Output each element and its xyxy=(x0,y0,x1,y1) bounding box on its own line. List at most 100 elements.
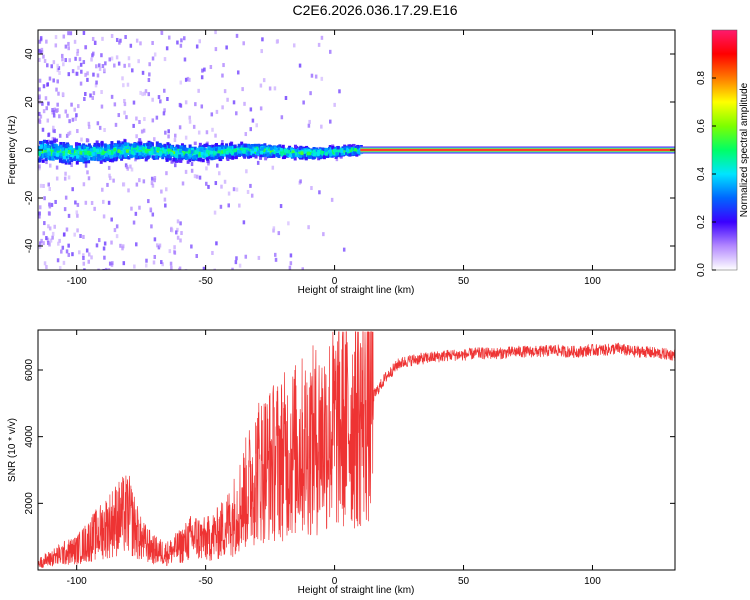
heatmap-cell xyxy=(95,64,98,69)
heatmap-cell xyxy=(207,184,210,189)
heatmap-cell xyxy=(56,258,60,263)
heatmap-cell xyxy=(101,36,104,41)
heatmap-cell xyxy=(108,57,112,62)
heatmap-cell xyxy=(102,156,106,161)
heatmap-cell xyxy=(325,154,329,158)
heatmap-cell xyxy=(93,144,97,149)
heatmap-cell xyxy=(263,143,267,147)
heatmap-cell xyxy=(143,91,147,96)
heatmap-cell xyxy=(314,74,318,79)
heatmap-cell xyxy=(251,147,255,151)
heatmap-cell xyxy=(49,156,53,161)
heatmap-cell xyxy=(255,144,259,148)
heatmap-cell xyxy=(39,144,43,148)
heatmap-cell xyxy=(193,174,197,179)
heatmap-cell xyxy=(332,150,336,155)
heatmap-cell xyxy=(299,154,303,158)
x-tick-label: 0 xyxy=(332,276,338,287)
heatmap-cell xyxy=(289,153,293,158)
heatmap-cell xyxy=(45,236,48,241)
heatmap-cell xyxy=(39,50,43,55)
heatmap-cell xyxy=(342,247,346,252)
spectrogram-panel: -100 -50 0 50 100 -40 -20 0 20 40 Height of stra… xyxy=(7,29,676,296)
heatmap-cell xyxy=(91,36,95,41)
x-tick-label: 100 xyxy=(584,576,601,587)
heatmap-cell xyxy=(82,60,86,65)
heatmap-cell xyxy=(117,113,121,118)
heatmap-cell xyxy=(73,232,76,237)
heatmap-cell xyxy=(301,267,304,270)
heatmap-cell xyxy=(129,43,133,48)
heatmap-cell xyxy=(38,94,41,99)
heatmap-cell xyxy=(309,91,312,96)
heatmap-cell xyxy=(46,82,50,87)
heatmap-cell xyxy=(93,142,97,147)
heatmap-cell xyxy=(317,42,321,47)
heatmap-cell xyxy=(74,200,77,205)
heatmap-cell xyxy=(155,146,159,151)
heatmap-cell xyxy=(225,153,229,157)
heatmap-cell xyxy=(64,161,68,165)
heatmap-cell xyxy=(213,268,217,270)
heatmap-cell xyxy=(160,30,164,35)
heatmap-cell xyxy=(74,56,77,61)
heatmap-cell xyxy=(249,154,253,159)
heatmap-cell xyxy=(47,151,51,155)
snr-series-group xyxy=(38,331,675,569)
heatmap-cell xyxy=(291,150,295,154)
heatmap-cell xyxy=(83,96,86,101)
heatmap-cell xyxy=(156,147,160,151)
heatmap-cell xyxy=(283,155,287,159)
heatmap-cell xyxy=(272,154,276,158)
heatmap-cell xyxy=(40,47,44,52)
heatmap-cell xyxy=(179,221,182,226)
heatmap-cell xyxy=(84,200,88,205)
heatmap-cell xyxy=(163,149,167,154)
heatmap-cell xyxy=(225,150,229,155)
heatmap-cell xyxy=(47,139,50,144)
heatmap-cell xyxy=(38,118,41,123)
heatmap-cell xyxy=(51,107,54,112)
heatmap-cell xyxy=(73,107,77,112)
heatmap-cell xyxy=(65,154,69,159)
heatmap-cell xyxy=(256,150,260,155)
heatmap-cell xyxy=(220,184,223,189)
heatmap-cell xyxy=(274,257,278,262)
heatmap-cell xyxy=(87,147,91,152)
heatmap-cell xyxy=(47,101,50,106)
heatmap-cell xyxy=(79,146,83,150)
heatmap-cell xyxy=(87,124,91,129)
heatmap-cell xyxy=(174,157,178,161)
heatmap-cell xyxy=(328,149,332,153)
heatmap-cell xyxy=(78,57,82,62)
heatmap-cell xyxy=(352,144,356,148)
heatmap-cell xyxy=(306,154,310,158)
heatmap-cell xyxy=(102,246,106,251)
heatmap-cell xyxy=(188,119,192,124)
heatmap-cell xyxy=(123,149,127,154)
heatmap-cell xyxy=(288,148,292,152)
heatmap-cell xyxy=(172,150,176,154)
heatmap-cell xyxy=(188,115,191,120)
heatmap-cell xyxy=(129,143,133,147)
heatmap-cell xyxy=(201,158,205,163)
heatmap-cell xyxy=(122,154,126,159)
heatmap-cell xyxy=(338,152,342,157)
heatmap-cell xyxy=(100,143,104,148)
heatmap-cell xyxy=(163,197,167,202)
heatmap-cell xyxy=(38,211,41,216)
heatmap-cell xyxy=(97,238,101,243)
heatmap-cell xyxy=(172,158,176,162)
heatmap-cell xyxy=(42,109,46,114)
heatmap-cell xyxy=(118,155,122,159)
heatmap-cell xyxy=(51,149,55,154)
heatmap-cell xyxy=(84,91,87,96)
heatmap-cell xyxy=(205,130,209,135)
heatmap-cell xyxy=(253,143,257,148)
heatmap-cell xyxy=(123,102,127,107)
heatmap-cell xyxy=(110,33,114,38)
heatmap-cell xyxy=(290,147,294,151)
heatmap-cell xyxy=(335,157,339,162)
heatmap-cell xyxy=(265,147,269,151)
heatmap-cell xyxy=(52,152,56,156)
